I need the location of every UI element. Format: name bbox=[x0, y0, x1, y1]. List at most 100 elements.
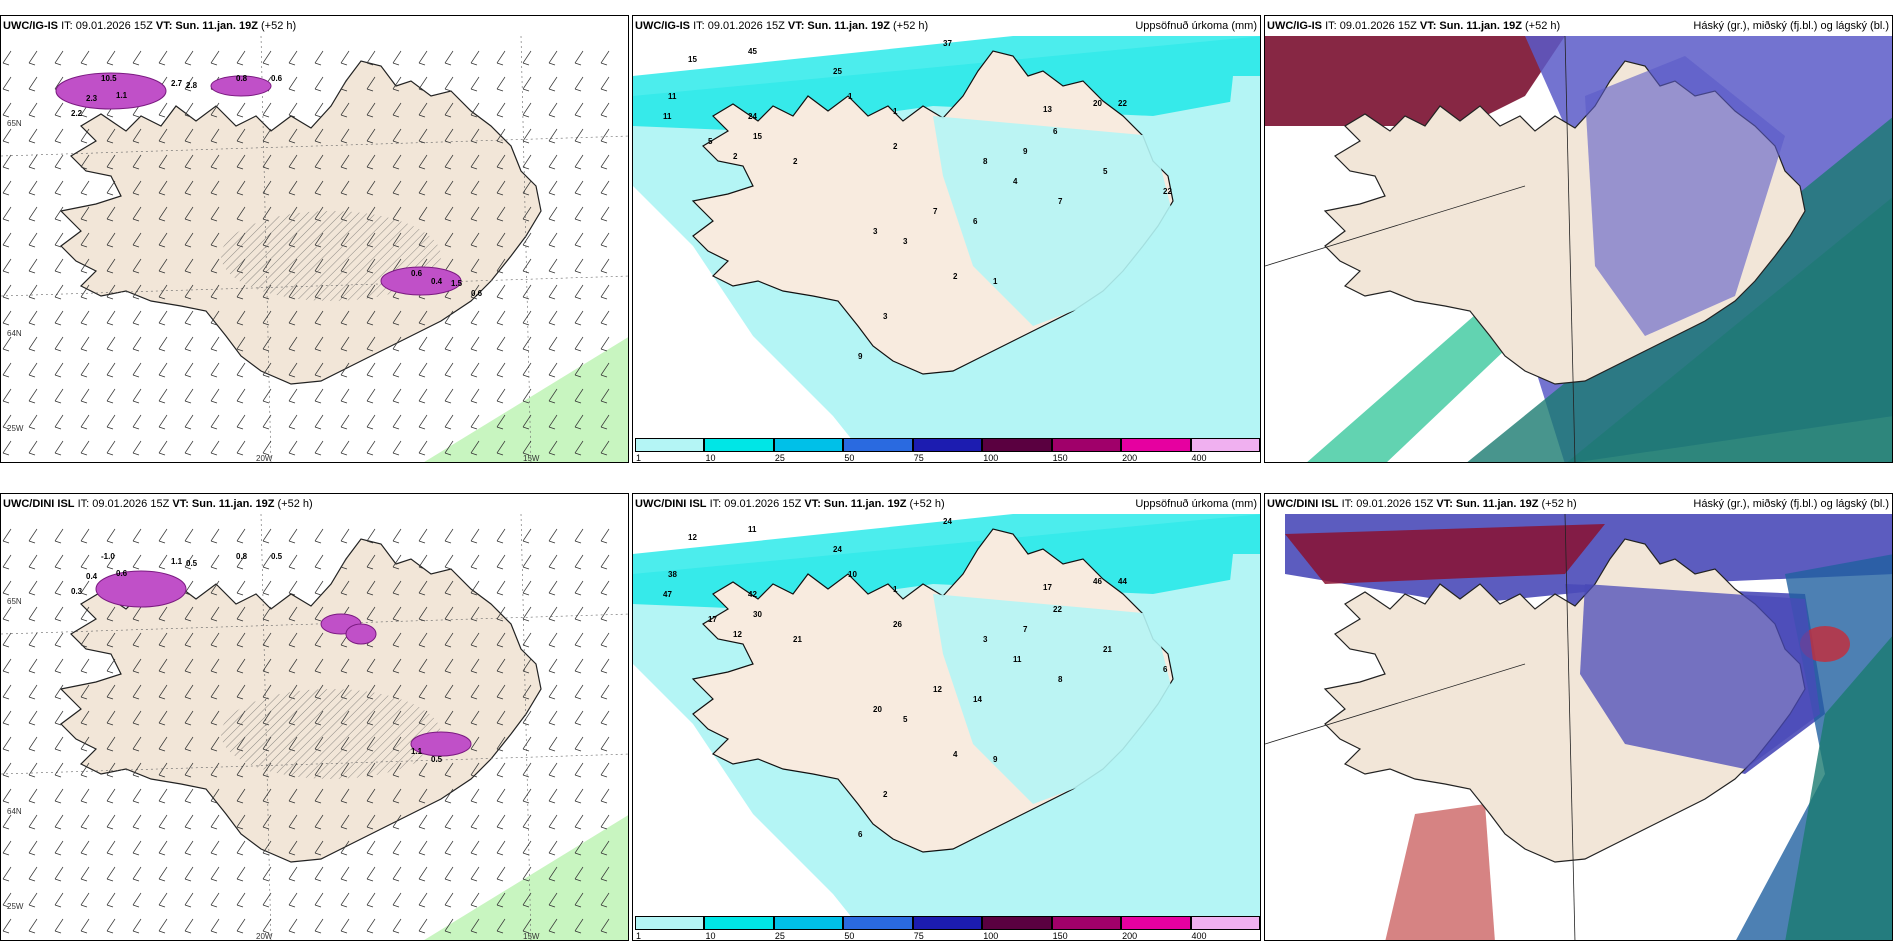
lead-time: (+52 h) bbox=[277, 498, 313, 510]
wind-barb bbox=[574, 440, 584, 456]
wind-barb bbox=[444, 128, 454, 144]
wind-barb bbox=[548, 362, 558, 378]
wind-value-label: 0.3 bbox=[71, 587, 83, 596]
wind-barb bbox=[600, 736, 610, 752]
wind-barb bbox=[392, 606, 402, 622]
wind-barb bbox=[444, 76, 454, 92]
wind-barb bbox=[496, 658, 506, 674]
wind-barb bbox=[106, 336, 116, 352]
wind-barb bbox=[418, 180, 428, 196]
wind-barb bbox=[132, 154, 142, 170]
wind-barb bbox=[574, 892, 584, 908]
precip-value-label: 22 bbox=[1053, 605, 1062, 614]
wind-barb bbox=[574, 232, 584, 248]
wind-barb bbox=[54, 710, 64, 726]
wind-value-label: 0.6 bbox=[471, 289, 483, 298]
wind-barb bbox=[106, 710, 116, 726]
wind-barb bbox=[418, 788, 428, 804]
wind-barb bbox=[418, 388, 428, 404]
wind-barb bbox=[574, 284, 584, 300]
wind-barb bbox=[262, 528, 272, 544]
wind-value-label: 0.8 bbox=[236, 552, 248, 561]
wind-barb bbox=[132, 440, 142, 456]
wind-barb bbox=[210, 310, 220, 326]
wind-barb bbox=[2, 336, 12, 352]
wind-barb bbox=[28, 414, 38, 430]
wind-barb bbox=[132, 736, 142, 752]
wind-barb bbox=[392, 554, 402, 570]
wind-barb bbox=[444, 762, 454, 778]
wind-barb bbox=[210, 684, 220, 700]
wind-barb bbox=[600, 180, 610, 196]
wind-barb bbox=[210, 180, 220, 196]
wind-barb bbox=[470, 102, 480, 118]
wind-barb bbox=[340, 788, 350, 804]
wind-barb bbox=[418, 362, 428, 378]
wind-barb bbox=[392, 128, 402, 144]
colorbar-tick: 25 bbox=[774, 453, 785, 463]
wind-value-label: 1.1 bbox=[171, 557, 183, 566]
valid-time: VT: Sun. 11.jan. 19Z bbox=[1419, 20, 1522, 32]
wind-barb bbox=[444, 102, 454, 118]
wind-barb bbox=[288, 362, 298, 378]
wind-barb bbox=[184, 50, 194, 66]
wind-barb bbox=[236, 658, 246, 674]
wind-barb bbox=[496, 388, 506, 404]
wind-barb bbox=[2, 284, 12, 300]
wind-barb bbox=[314, 866, 324, 882]
wind-barb bbox=[184, 336, 194, 352]
wind-barb bbox=[600, 258, 610, 274]
wind-barb bbox=[106, 206, 116, 222]
wind-barb bbox=[80, 658, 90, 674]
wind-barb bbox=[106, 606, 116, 622]
wind-barb bbox=[444, 414, 454, 430]
high-cloud bbox=[1800, 626, 1850, 662]
wind-barb bbox=[600, 414, 610, 430]
wind-barb bbox=[600, 528, 610, 544]
wind-barb bbox=[470, 440, 480, 456]
wind-barb bbox=[54, 918, 64, 934]
wind-barb bbox=[288, 414, 298, 430]
panel-cloud-ig: UWC/IG-IS IT: 09.01.2026 15Z VT: Sun. 11… bbox=[1264, 15, 1893, 463]
lead-time: (+52 h) bbox=[909, 498, 945, 510]
wind-barb bbox=[106, 232, 116, 248]
wind-barb bbox=[418, 154, 428, 170]
wind-barb bbox=[522, 762, 532, 778]
wind-value-label: 1.5 bbox=[451, 279, 463, 288]
precip-value-label: 13 bbox=[1043, 105, 1052, 114]
wind-barb bbox=[132, 528, 142, 544]
wind-barb bbox=[392, 814, 402, 830]
wind-barb bbox=[158, 762, 168, 778]
wind-barb bbox=[106, 154, 116, 170]
precip-value-label: 30 bbox=[753, 610, 762, 619]
init-time: IT: 09.01.2026 15Z bbox=[1325, 20, 1417, 32]
wind-barb bbox=[132, 362, 142, 378]
wind-barb bbox=[444, 528, 454, 544]
panel-precip-ig: UWC/IG-IS IT: 09.01.2026 15Z VT: Sun. 11… bbox=[632, 15, 1261, 463]
wind-barb bbox=[548, 440, 558, 456]
wind-barb bbox=[28, 310, 38, 326]
wind-barb bbox=[262, 102, 272, 118]
wind-barb bbox=[262, 814, 272, 830]
wind-barb bbox=[158, 206, 168, 222]
lead-time: (+52 h) bbox=[893, 20, 929, 32]
wind-barb bbox=[262, 840, 272, 856]
wind-barb bbox=[574, 180, 584, 196]
wind-barb bbox=[418, 762, 428, 778]
wind-barb bbox=[496, 710, 506, 726]
wind-barb bbox=[522, 76, 532, 92]
wind-barb bbox=[158, 892, 168, 908]
cloud-ice-blob bbox=[55, 72, 167, 110]
wind-barb bbox=[184, 528, 194, 544]
wind-barb bbox=[2, 840, 12, 856]
wind-barb bbox=[288, 788, 298, 804]
wind-barb bbox=[210, 528, 220, 544]
precip-value-label: 1 bbox=[893, 107, 898, 116]
wind-barb bbox=[470, 918, 480, 934]
precip-value-label: 11 bbox=[663, 112, 672, 121]
axis-label: 65N bbox=[7, 597, 22, 606]
precip-value-label: 11 bbox=[748, 525, 757, 534]
precip-value-label: 6 bbox=[1163, 665, 1168, 674]
wind-barb bbox=[210, 362, 220, 378]
wind-barb bbox=[54, 788, 64, 804]
